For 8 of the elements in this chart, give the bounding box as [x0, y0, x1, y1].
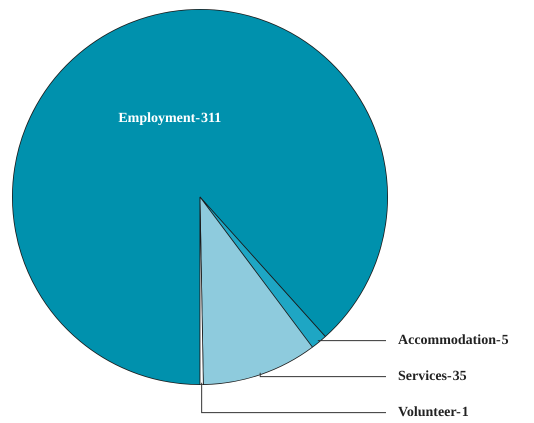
- slice-label: Accommodation-: [398, 333, 501, 348]
- data-label: 35: [452, 369, 467, 384]
- data-label: 1: [462, 405, 469, 420]
- data-label: 311: [201, 110, 222, 126]
- slice-label: Services-: [398, 369, 452, 384]
- data-label: 5: [502, 333, 509, 348]
- slice-label: Employment-: [118, 110, 200, 126]
- slice-label: Volunteer-: [398, 405, 462, 420]
